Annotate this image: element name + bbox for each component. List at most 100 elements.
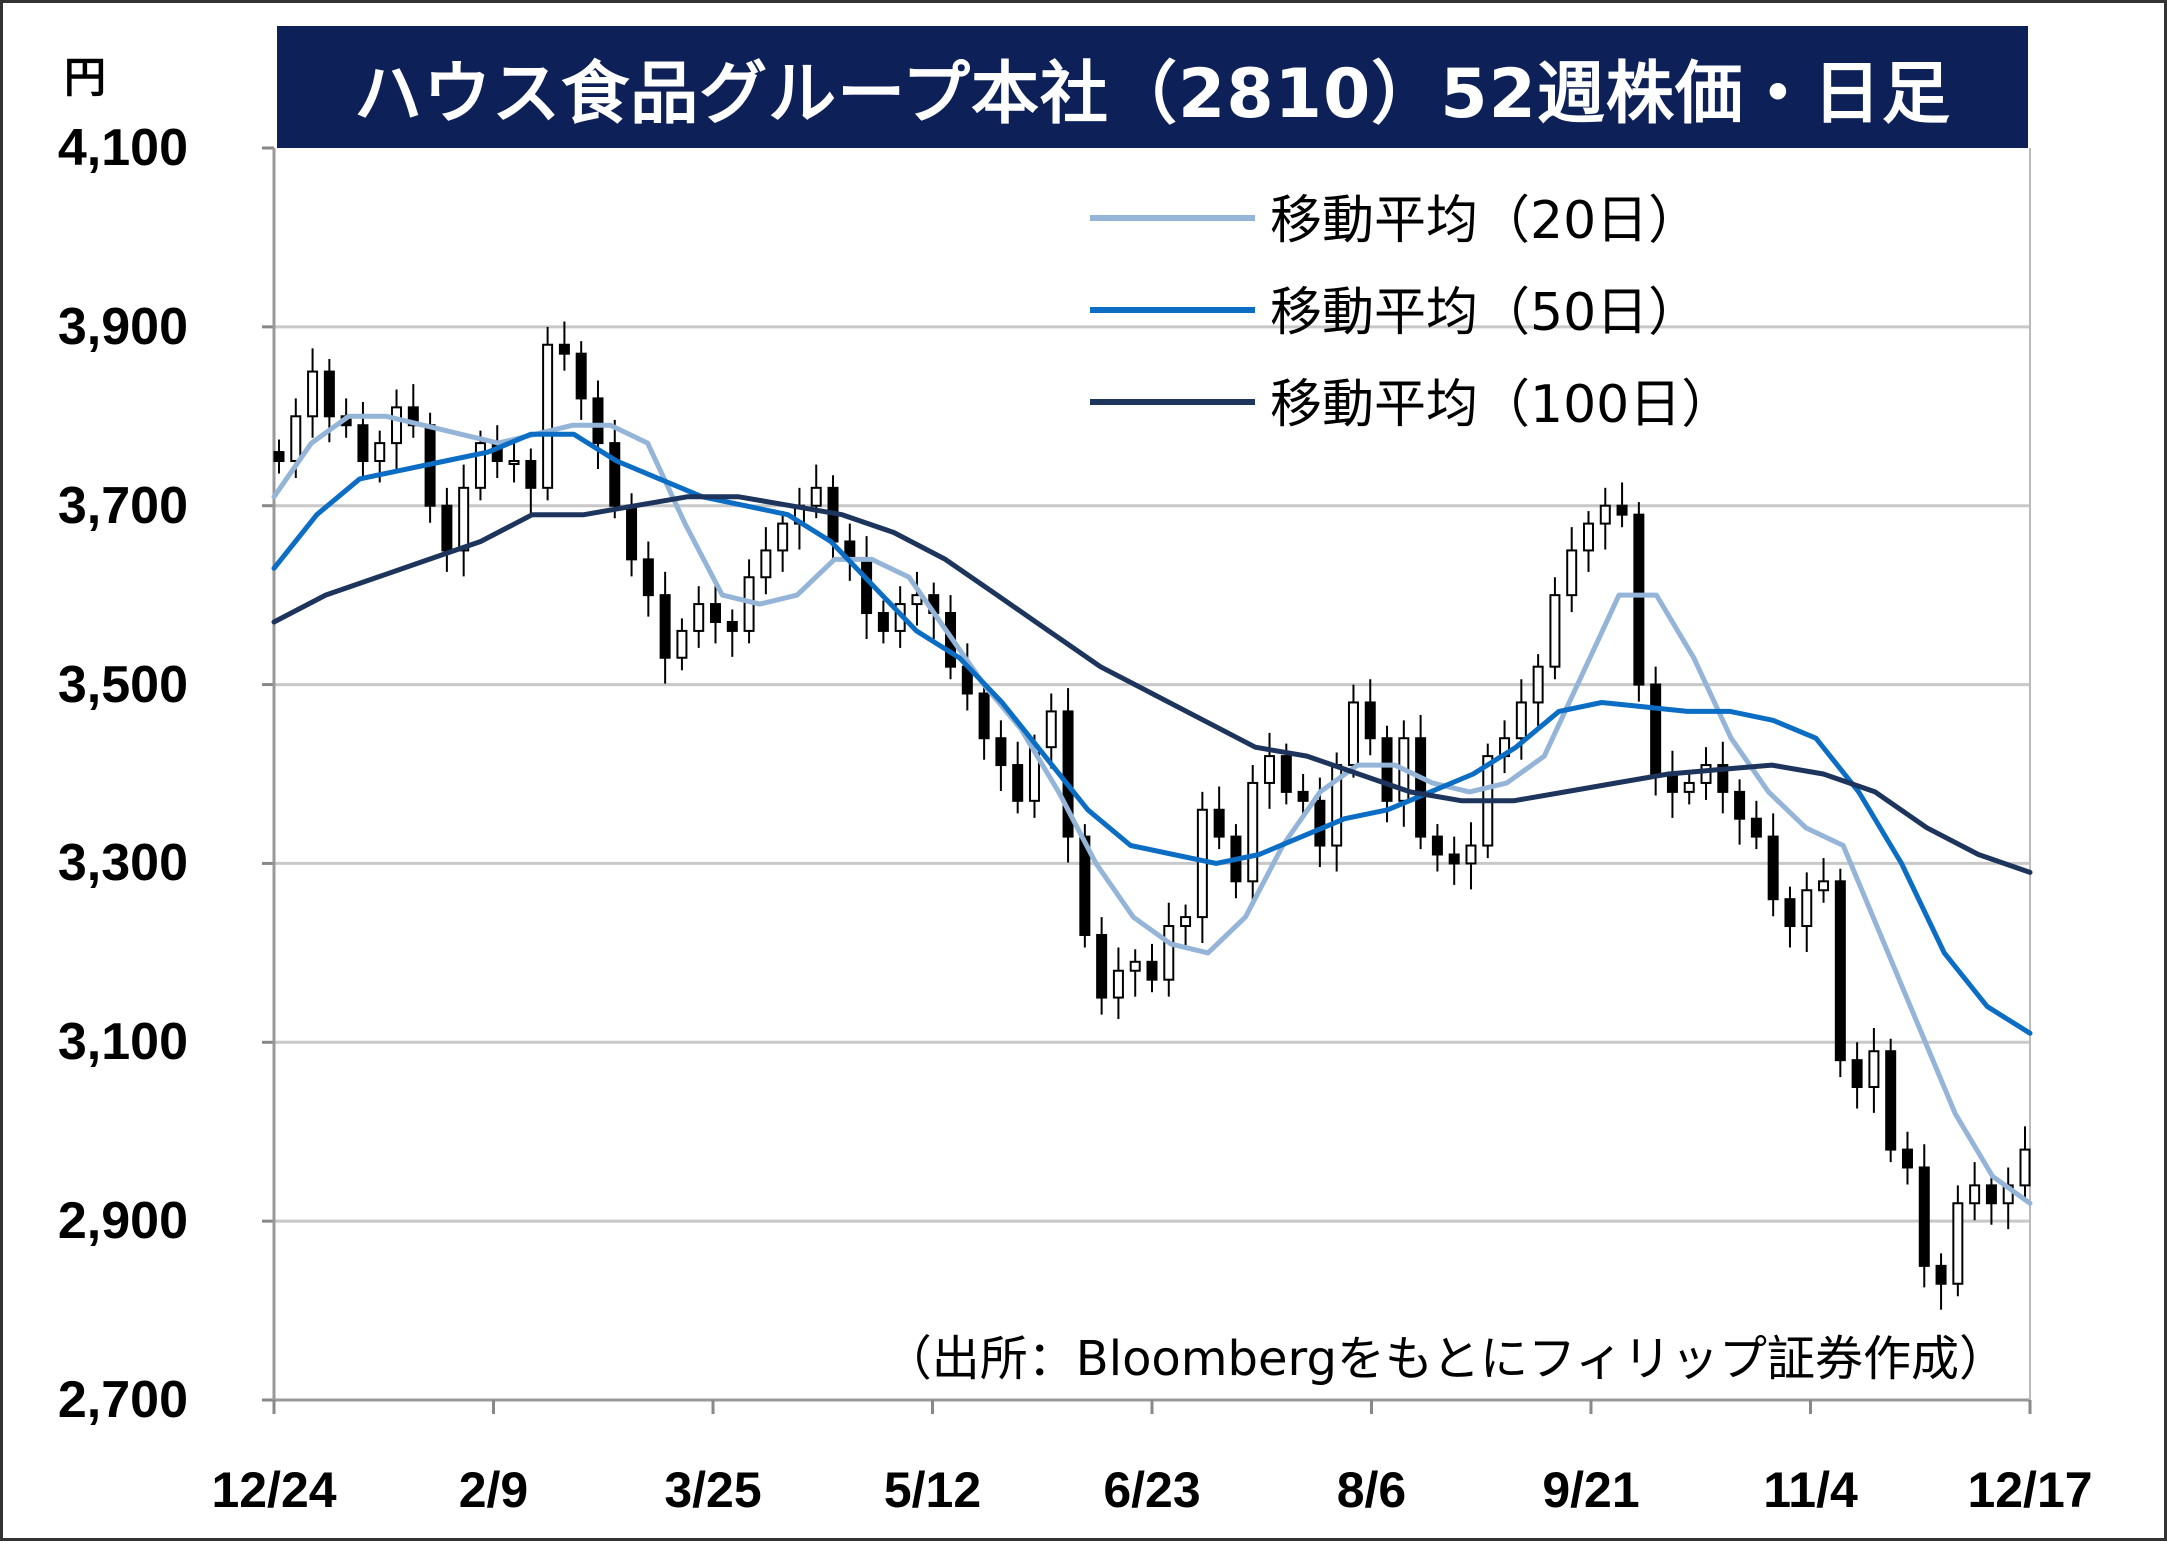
candle-body: [877, 612, 889, 632]
candle-body: [1079, 835, 1091, 936]
candle-body: [1045, 710, 1057, 749]
candle-body: [1717, 764, 1729, 793]
candle-body: [1633, 513, 1645, 686]
ma-line: [271, 413, 2033, 1206]
candle-body: [273, 451, 285, 462]
candle-body: [542, 343, 554, 489]
candle-body: [1129, 960, 1141, 972]
candle-body: [995, 737, 1007, 767]
candle-body: [441, 504, 453, 552]
candle-body: [861, 558, 873, 615]
candle-body: [1952, 1202, 1964, 1285]
candle-body: [810, 486, 822, 507]
candle-body: [1616, 504, 1628, 516]
candle-body: [307, 370, 319, 418]
candle-body: [1264, 755, 1276, 784]
candle-body: [323, 370, 335, 418]
legend-label-ma50: 移動平均（50日）: [1270, 283, 1701, 343]
candle-body: [1364, 701, 1376, 740]
candle-body: [1885, 1050, 1897, 1151]
candle-body: [1985, 1184, 1997, 1205]
candle-body: [1901, 1148, 1913, 1169]
y-tick-label: 3,300: [57, 834, 188, 893]
candle-body: [1818, 880, 1830, 892]
y-tick-label: 4,100: [57, 119, 188, 177]
y-tick-label: 3,500: [57, 655, 188, 714]
candle-body: [1314, 799, 1326, 847]
candle-body: [508, 460, 520, 465]
candle-body: [1532, 665, 1544, 704]
x-tick-label: 11/4: [1763, 1462, 1858, 1518]
candle-body: [1465, 844, 1477, 865]
candle-body: [458, 486, 470, 552]
candle-body: [642, 558, 654, 597]
candle-body: [710, 603, 721, 623]
x-tick-label: 5/12: [883, 1462, 982, 1518]
y-tick-label: 2,700: [57, 1371, 188, 1429]
candle-body: [1683, 781, 1695, 793]
candle-body: [911, 594, 923, 606]
candle-body: [1583, 522, 1594, 552]
candle-body: [1112, 969, 1124, 999]
candle-body: [1969, 1184, 1981, 1205]
y-tick-label: 2,900: [57, 1192, 188, 1251]
x-tick-label: 8/6: [1336, 1462, 1407, 1518]
candle-body: [1012, 764, 1024, 802]
candle-body: [1650, 683, 1662, 775]
candle-body: [1146, 960, 1158, 981]
x-tick-label: 12/17: [1967, 1462, 2093, 1518]
candle-body: [1180, 916, 1192, 928]
ma-line: [271, 494, 2033, 875]
candle-body: [1163, 925, 1175, 981]
candle-body: [1515, 701, 1527, 740]
candle-body: [1666, 773, 1678, 793]
y-tick-label: 3,700: [57, 476, 188, 535]
candle-body: [1062, 710, 1074, 838]
candle-body: [575, 352, 587, 400]
candle-body: [1734, 790, 1746, 820]
candle-body: [1935, 1264, 1947, 1285]
x-tick-label: 2/9: [458, 1462, 529, 1518]
source-note: （出所：Bloombergをもとにフィリップ証券作成）: [883, 1331, 2007, 1387]
candle-body: [1280, 755, 1292, 793]
candle-body: [1868, 1050, 1880, 1088]
candle-body: [290, 415, 302, 462]
candle-body: [1700, 764, 1712, 784]
legend-label-ma100: 移動平均（100日）: [1270, 375, 1734, 435]
candle-body: [1213, 808, 1225, 838]
x-tick-label: 12/24: [211, 1462, 337, 1518]
y-tick-label: 3,900: [57, 297, 188, 356]
candle-body: [726, 620, 738, 632]
x-tick-label: 3/25: [664, 1462, 762, 1518]
candle-body: [1549, 594, 1561, 668]
candle-body: [525, 460, 537, 489]
candle-body: [592, 397, 604, 445]
candle-body: [1918, 1166, 1930, 1267]
legend-label-ma20: 移動平均（20日）: [1270, 191, 1701, 251]
candle-body: [1347, 701, 1359, 767]
candle-body: [1834, 880, 1846, 1062]
candle-body: [374, 442, 386, 463]
x-tick-label: 9/21: [1542, 1462, 1640, 1518]
candle-body: [357, 424, 369, 463]
candle-body: [1297, 790, 1309, 802]
candle-body: [609, 442, 621, 507]
candle-body: [1750, 817, 1762, 838]
y-tick-label: 3,100: [57, 1013, 188, 1072]
candle-body: [978, 692, 990, 740]
candle-body: [777, 522, 789, 552]
chart-title-bar: ハウス食品グループ本社（2810）52週株価・日足: [277, 26, 2028, 148]
candle-body: [558, 343, 570, 355]
candle-body: [1566, 549, 1578, 597]
candle-body: [659, 594, 671, 659]
candle-body: [760, 549, 772, 579]
candle-body: [391, 406, 403, 445]
candle-body: [1851, 1059, 1863, 1088]
candle-body: [1767, 835, 1779, 901]
candle-body: [676, 629, 688, 659]
candle-body: [1415, 737, 1427, 838]
candle-body: [1801, 889, 1813, 928]
candle-body: [1599, 504, 1611, 525]
